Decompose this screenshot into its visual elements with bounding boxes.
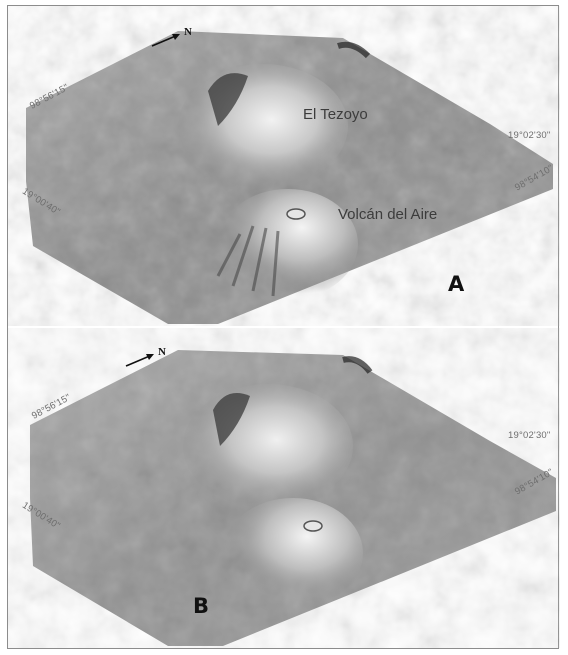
coord-right-top-b: 19°02'30" [508,430,551,441]
north-label: N [184,26,192,38]
volcan-del-aire-relief [218,189,358,299]
crater-a [286,208,306,220]
label-el-tezoyo: El Tezoyo [303,106,368,123]
el-tezoyo-relief-b [183,384,353,508]
terrain-model-b [30,350,556,646]
north-arrow-icon [151,34,180,47]
coord-right-top-a: 19°02'30" [508,130,551,141]
dark-ridge-a [337,41,371,59]
north-arrow-a: N [150,26,192,52]
label-volcan-del-aire: Volcán del Aire [338,206,438,223]
panel-b: N 98°56'15" 19°00'40" 19°02'30" 98°54'10… [8,328,560,648]
el-tezoyo-relief [178,64,348,188]
north-label: N [158,346,166,358]
north-arrow-b: N [124,346,166,372]
panel-letter-b: B [193,594,210,618]
panel-a: N 98°56'15" 19°00'40" 19°02'30" 98°54'10… [8,6,560,326]
panel-letter-a: A [448,272,465,296]
el-tezoyo-shadow [208,73,248,126]
north-arrow-icon [125,354,154,367]
figure-frame: N 98°56'15" 19°00'40" 19°02'30" 98°54'10… [7,5,559,649]
volcan-del-aire-ridges [216,225,280,297]
el-tezoyo-shadow-b [213,393,250,446]
volcan-del-aire-relief-b [223,498,363,608]
dark-ridge-b [342,356,373,374]
crater-b [303,520,323,532]
terrain-model-a [26,31,553,324]
